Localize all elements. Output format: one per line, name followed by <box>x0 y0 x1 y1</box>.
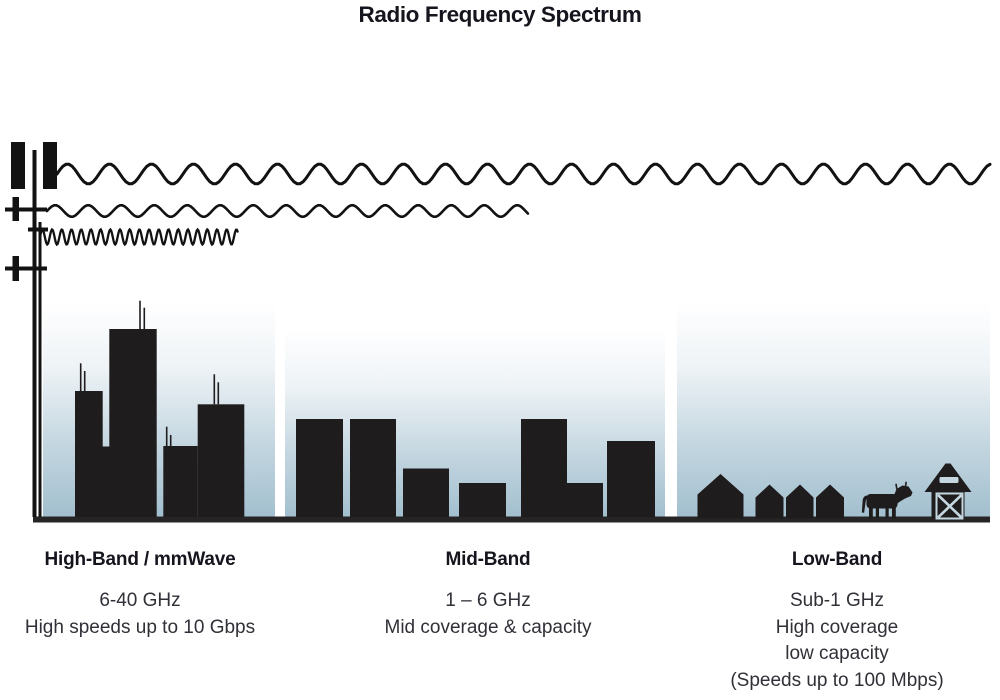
band-heading: Low-Band <box>712 549 962 571</box>
band-detail-line: Mid coverage & capacity <box>363 615 613 642</box>
band-detail-line: High speeds up to 10 Gbps <box>15 615 265 642</box>
band-detail-line: low capacity <box>712 641 962 668</box>
band-detail-line: Sub-1 GHz <box>712 588 962 615</box>
band-detail-line: High coverage <box>712 615 962 642</box>
short-wavelength-wave <box>40 230 238 245</box>
low-band-label: Low-Band Sub-1 GHzHigh coveragelow capac… <box>712 549 962 694</box>
high-band-label: High-Band / mmWave 6-40 GHzHigh speeds u… <box>15 549 265 641</box>
ground-line <box>33 517 990 523</box>
medium-wavelength-wave <box>47 205 528 216</box>
band-detail-line: 1 – 6 GHz <box>363 588 613 615</box>
band-details: Sub-1 GHzHigh coveragelow capacity(Speed… <box>712 588 962 694</box>
band-heading: Mid-Band <box>363 549 613 571</box>
barn-loft-slot <box>940 477 959 483</box>
infographic: Radio Frequency Spectrum <box>0 0 1000 700</box>
band-details: 6-40 GHzHigh speeds up to 10 Gbps <box>15 588 265 641</box>
band-detail-line: (Speeds up to 100 Mbps) <box>712 668 962 695</box>
radio-waves <box>40 164 990 244</box>
band-details: 1 – 6 GHzMid coverage & capacity <box>363 588 613 641</box>
mid-band-label: Mid-Band 1 – 6 GHzMid coverage & capacit… <box>363 549 613 641</box>
band-heading: High-Band / mmWave <box>15 549 265 571</box>
band-detail-line: 6-40 GHz <box>15 588 265 615</box>
long-wavelength-wave <box>57 164 990 183</box>
